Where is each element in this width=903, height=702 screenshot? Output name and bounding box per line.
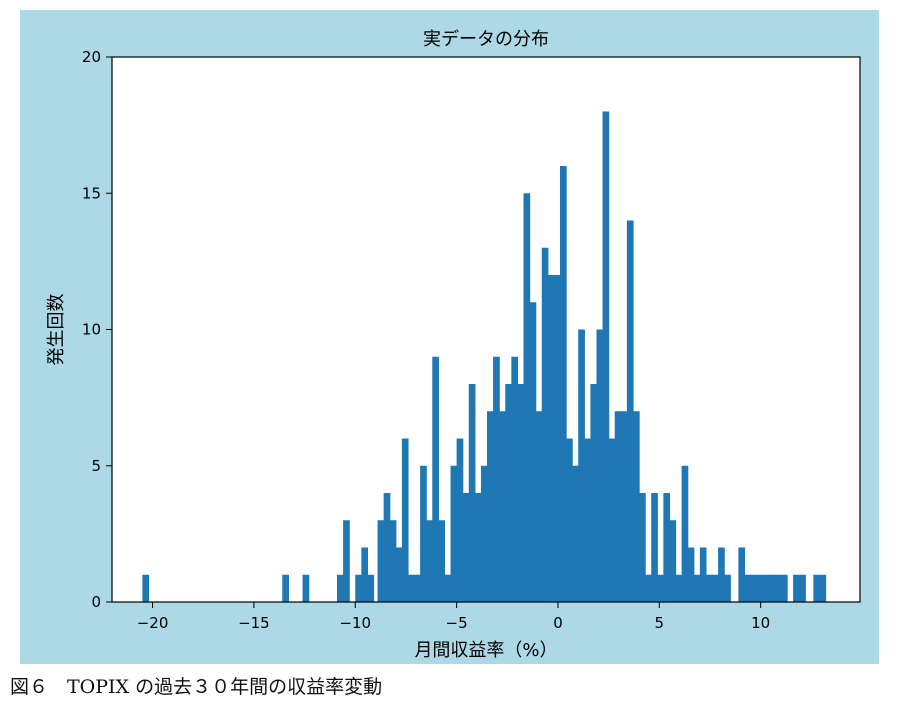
histogram-bar [456,438,464,602]
chart-title: 実データの分布 [423,29,549,50]
histogram-bar [762,574,770,602]
histogram-bar [602,111,610,602]
histogram-bar [774,574,782,602]
histogram-bar [367,574,375,602]
y-tick-label: 15 [82,184,101,202]
histogram-bar [738,547,746,602]
histogram-bar [675,574,683,602]
histogram-bar [142,574,150,602]
histogram-bar [505,384,512,602]
histogram-bar [712,574,719,602]
x-tick-label: −15 [238,614,270,632]
x-tick-label: −5 [446,614,468,632]
histogram-bar [462,493,470,602]
histogram-bar [401,438,409,602]
histogram-bar [389,520,397,602]
histogram-bar [620,411,628,602]
histogram-bar [632,411,640,602]
histogram-bar [705,574,713,602]
histogram-bar [718,547,725,602]
histogram-bar [590,384,598,602]
histogram-bar [572,465,579,602]
histogram-bar [687,547,695,602]
y-tick-label: 20 [82,48,101,66]
histogram-bar [596,329,604,602]
histogram-bar [645,574,652,602]
histogram-bar [420,465,427,602]
histogram-bar [608,438,616,602]
histogram-bar [669,520,677,602]
histogram-bar [444,574,452,602]
histogram-bar [414,574,421,602]
histogram-bar [407,574,415,602]
histogram-bar [474,493,482,602]
histogram-bar [657,574,664,602]
histogram-bar [663,493,671,602]
histogram-bar [651,493,658,602]
figure-panel: −20 −15 −10 −5 0 5 10 0 5 10 15 20 実データの分布 月間収益率（%） 発生… [20,10,879,664]
histogram-bar [614,411,622,602]
histogram-bar [302,574,310,602]
histogram-bar [468,384,476,602]
histogram-bar [819,574,827,602]
histogram-bar [541,247,549,602]
histogram-bar [493,356,500,602]
histogram-bar [744,574,752,602]
histogram-bar [578,329,585,602]
histogram-bar [639,493,646,602]
histogram-bar [511,356,519,602]
x-tick-label: 5 [655,614,665,632]
histogram-bar [529,302,537,602]
histogram-bar [361,547,369,602]
histogram-bar [383,493,391,602]
histogram-bar [535,411,543,602]
histogram-bar [487,411,494,602]
x-axis-label: 月間収益率（%） [414,640,557,661]
histogram-bar [343,520,350,602]
x-tick-label: 0 [553,614,563,632]
figure-caption: 図６ TOPIX の過去３０年間の収益率変動 [10,676,383,698]
histogram-bar [480,465,488,602]
y-tick-label: 0 [91,593,101,611]
histogram-bar [681,465,689,602]
histogram-bar [395,547,403,602]
histogram-bar [377,520,385,602]
histogram-bar [337,574,344,602]
histogram-bar [780,574,788,602]
histogram-bar [499,411,506,602]
histogram-bar [750,574,758,602]
histogram-bar [517,384,525,602]
histogram-bar [693,574,701,602]
histogram-bar [426,520,433,602]
histogram-bar [756,574,764,602]
histogram-bar [566,438,573,602]
histogram-bar [626,220,634,602]
histogram-bar [355,574,362,602]
x-tick-label: −10 [339,614,371,632]
histogram-bar [450,465,458,602]
histogram-bar [282,574,289,602]
x-tick-label: 10 [751,614,770,632]
histogram-bar [584,438,592,602]
histogram-bar [768,574,776,602]
histogram-bar [813,574,821,602]
x-tick-label: −20 [137,614,169,632]
histogram-bar [432,356,439,602]
histogram-bar [699,547,707,602]
histogram-bar [793,574,800,602]
histogram-bar [523,193,531,602]
histogram-bar [553,275,561,602]
y-tick-label: 10 [82,321,101,339]
y-tick-label: 5 [91,457,101,475]
histogram-bar [559,166,567,602]
histogram-bar [799,574,806,602]
histogram-bar [724,574,731,602]
y-axis-label: 発生回数 [46,294,67,366]
histogram-bar [547,275,555,602]
histogram-bar [438,520,446,602]
